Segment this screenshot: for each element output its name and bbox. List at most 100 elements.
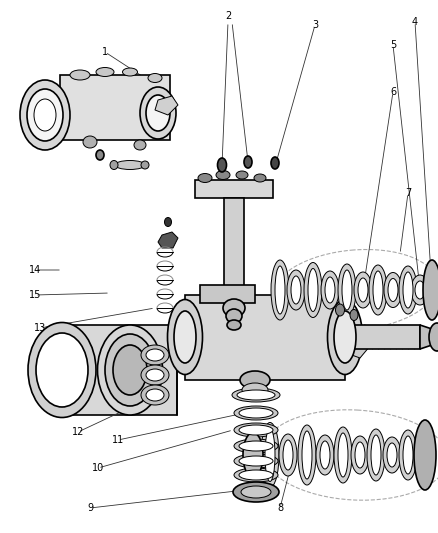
Ellipse shape <box>233 468 277 482</box>
Ellipse shape <box>354 442 364 468</box>
Ellipse shape <box>140 87 176 139</box>
Ellipse shape <box>350 436 368 474</box>
Ellipse shape <box>233 423 277 437</box>
Ellipse shape <box>198 174 212 182</box>
Ellipse shape <box>226 320 240 330</box>
Ellipse shape <box>115 160 145 169</box>
Ellipse shape <box>236 171 247 179</box>
Ellipse shape <box>333 427 351 483</box>
Text: 14: 14 <box>29 265 41 275</box>
Ellipse shape <box>372 271 382 309</box>
Ellipse shape <box>324 277 334 303</box>
Ellipse shape <box>215 171 230 180</box>
Ellipse shape <box>105 334 155 406</box>
Ellipse shape <box>402 436 412 474</box>
Ellipse shape <box>413 420 435 490</box>
Ellipse shape <box>337 433 347 477</box>
Ellipse shape <box>141 385 169 405</box>
Ellipse shape <box>254 174 265 182</box>
Ellipse shape <box>368 265 386 315</box>
Ellipse shape <box>146 349 164 361</box>
Ellipse shape <box>146 389 164 401</box>
Ellipse shape <box>335 304 344 316</box>
Ellipse shape <box>398 266 416 314</box>
Ellipse shape <box>261 423 279 488</box>
Ellipse shape <box>402 272 412 308</box>
Text: 11: 11 <box>112 435 124 445</box>
Text: 8: 8 <box>276 503 283 513</box>
Ellipse shape <box>141 161 148 169</box>
Ellipse shape <box>341 270 351 310</box>
Ellipse shape <box>83 136 97 148</box>
Ellipse shape <box>217 158 226 172</box>
Ellipse shape <box>366 429 384 481</box>
Ellipse shape <box>226 309 241 323</box>
Ellipse shape <box>113 345 147 395</box>
Polygon shape <box>419 325 434 349</box>
Ellipse shape <box>97 325 162 415</box>
Ellipse shape <box>110 160 118 169</box>
Ellipse shape <box>27 89 63 141</box>
Ellipse shape <box>233 439 277 453</box>
Bar <box>200 285 254 303</box>
Ellipse shape <box>148 74 162 83</box>
Ellipse shape <box>286 270 304 310</box>
Ellipse shape <box>370 435 380 475</box>
Text: 2: 2 <box>224 11 230 21</box>
Ellipse shape <box>233 454 277 468</box>
Ellipse shape <box>387 279 397 302</box>
Ellipse shape <box>237 390 274 400</box>
Ellipse shape <box>173 311 195 363</box>
Ellipse shape <box>327 300 362 375</box>
Ellipse shape <box>134 140 146 150</box>
Ellipse shape <box>231 388 279 402</box>
Ellipse shape <box>238 470 272 480</box>
Text: 3: 3 <box>311 20 318 30</box>
Text: 4: 4 <box>411 17 417 27</box>
Text: 7: 7 <box>404 188 410 198</box>
Ellipse shape <box>398 430 416 480</box>
Ellipse shape <box>353 272 371 308</box>
Ellipse shape <box>241 383 267 397</box>
Text: 6: 6 <box>389 87 395 97</box>
Ellipse shape <box>319 441 329 469</box>
Ellipse shape <box>70 70 90 80</box>
Ellipse shape <box>240 486 270 498</box>
Ellipse shape <box>274 266 284 314</box>
Ellipse shape <box>146 95 170 131</box>
Ellipse shape <box>233 406 277 420</box>
Ellipse shape <box>357 278 367 302</box>
Ellipse shape <box>307 269 317 311</box>
Polygon shape <box>158 232 177 248</box>
Ellipse shape <box>333 311 355 363</box>
Ellipse shape <box>382 437 400 473</box>
Ellipse shape <box>164 217 171 227</box>
Ellipse shape <box>167 300 202 375</box>
Ellipse shape <box>96 150 104 160</box>
Ellipse shape <box>243 432 262 478</box>
Ellipse shape <box>283 440 292 470</box>
Ellipse shape <box>96 68 114 77</box>
Ellipse shape <box>428 323 438 351</box>
Bar <box>184 295 344 380</box>
Bar <box>62 325 177 415</box>
Ellipse shape <box>386 443 396 467</box>
Ellipse shape <box>349 310 357 320</box>
Polygon shape <box>155 96 177 115</box>
Ellipse shape <box>279 434 297 476</box>
Ellipse shape <box>410 275 428 305</box>
Text: 1: 1 <box>102 47 108 57</box>
Text: 9: 9 <box>87 503 93 513</box>
Text: 12: 12 <box>72 427 84 437</box>
Ellipse shape <box>301 431 311 479</box>
Ellipse shape <box>244 156 251 168</box>
Ellipse shape <box>141 365 169 385</box>
Ellipse shape <box>238 425 272 435</box>
Ellipse shape <box>240 371 269 389</box>
Ellipse shape <box>270 157 279 169</box>
Ellipse shape <box>270 260 288 320</box>
Ellipse shape <box>223 299 244 317</box>
Bar <box>60 75 170 140</box>
Ellipse shape <box>141 345 169 365</box>
Bar <box>223 198 244 308</box>
